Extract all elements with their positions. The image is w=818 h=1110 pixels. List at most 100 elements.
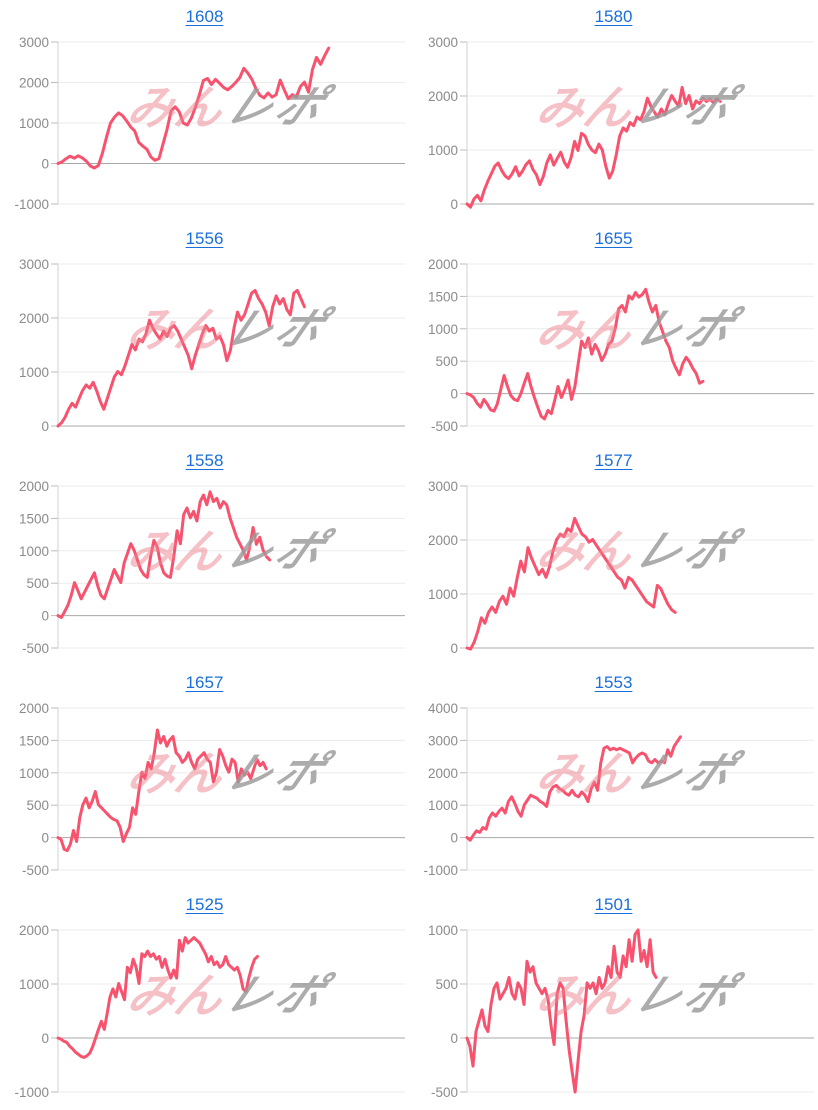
y-axis-tick-label: 500	[435, 354, 458, 369]
y-axis-tick-label: 2000	[19, 701, 49, 716]
chart-title-row: 1655	[409, 229, 818, 249]
slump-line	[465, 928, 658, 1094]
chart-cell: 1608 3000 2000 1000 0 -1000 みん レポ	[0, 0, 409, 222]
slump-chart: 3000 2000 1000 0	[428, 35, 814, 212]
chart-title-row: 1556	[0, 229, 409, 249]
y-axis-tick-label: 1000	[428, 322, 458, 337]
chart-title-row: 1608	[0, 7, 409, 27]
machine-number-link[interactable]: 1608	[185, 7, 224, 26]
chart-cell: 1577 3000 2000 1000 0 みん レポ	[409, 444, 818, 666]
y-axis-tick-label: 2000	[19, 311, 49, 326]
slump-line	[56, 936, 259, 1059]
machine-number-link[interactable]: 1525	[185, 895, 224, 914]
y-axis-tick-label: 2000	[19, 76, 49, 91]
chart-title-row: 1580	[409, 7, 818, 27]
y-axis-tick-label: 1000	[19, 766, 49, 781]
y-axis-tick-label: 0	[450, 387, 458, 402]
y-axis-tick-label: 0	[450, 197, 458, 212]
slump-chart: 3000 2000 1000 0	[19, 257, 405, 434]
y-axis-tick-label: 1000	[19, 365, 49, 380]
y-axis-tick-label: 0	[41, 1031, 49, 1046]
slump-chart: 2000 1500 1000 500 0 -500	[19, 701, 405, 878]
chart-cell: 1501 1000 500 0 -500 みん レポ	[409, 888, 818, 1110]
y-axis-tick-label: -500	[22, 863, 49, 878]
chart-title-row: 1657	[0, 673, 409, 693]
y-axis-tick-label: 1000	[19, 116, 49, 131]
y-axis-tick-label: 0	[450, 1031, 458, 1046]
chart-title-row: 1501	[409, 895, 818, 915]
y-axis-tick-label: 3000	[19, 257, 49, 272]
y-axis-tick-label: 0	[450, 831, 458, 846]
y-axis-tick-label: -500	[22, 641, 49, 656]
slump-line	[465, 287, 705, 421]
y-axis-tick-label: 0	[450, 641, 458, 656]
slump-line	[465, 735, 682, 842]
machine-number-link[interactable]: 1501	[594, 895, 633, 914]
y-axis-tick-label: 1000	[428, 923, 458, 938]
slump-chart: 2000 1500 1000 500 0 -500	[19, 479, 405, 656]
y-axis-tick-label: 1500	[19, 733, 49, 748]
slump-chart: 3000 2000 1000 0	[428, 479, 814, 656]
machine-number-link[interactable]: 1558	[185, 451, 224, 470]
y-axis-tick-label: 2000	[428, 89, 458, 104]
y-axis-tick-label: 2000	[428, 766, 458, 781]
y-axis-tick-label: -500	[431, 419, 458, 434]
y-axis-tick-label: -1000	[423, 863, 458, 878]
chart-title-row: 1525	[0, 895, 409, 915]
y-axis-tick-label: 1000	[19, 977, 49, 992]
y-axis-tick-label: -1000	[14, 1085, 49, 1100]
machine-number-link[interactable]: 1553	[594, 673, 633, 692]
y-axis-tick-label: -1000	[14, 197, 49, 212]
slump-chart: 2000 1000 0 -1000	[14, 923, 405, 1100]
y-axis-tick-label: 3000	[428, 35, 458, 50]
chart-title-row: 1577	[409, 451, 818, 471]
y-axis-tick-label: 0	[41, 157, 49, 172]
machine-number-link[interactable]: 1580	[594, 7, 633, 26]
chart-cell: 1657 2000 1500 1000 500 0 -500 みん レポ	[0, 666, 409, 888]
slump-chart: 1000 500 0 -500	[428, 923, 814, 1100]
chart-cell: 1580 3000 2000 1000 0 みん レポ	[409, 0, 818, 222]
y-axis-tick-label: 1500	[428, 289, 458, 304]
y-axis-tick-label: 500	[435, 977, 458, 992]
y-axis-tick-label: 1000	[428, 798, 458, 813]
slump-line	[56, 289, 306, 428]
y-axis-tick-label: 1000	[428, 587, 458, 602]
y-axis-tick-label: 0	[41, 419, 49, 434]
slump-line	[56, 728, 268, 853]
chart-title-row: 1553	[409, 673, 818, 693]
chart-title-row: 1558	[0, 451, 409, 471]
chart-cell: 1553 4000 3000 2000 1000 0 -1000 みん レポ	[409, 666, 818, 888]
slump-chart: 3000 2000 1000 0 -1000	[14, 35, 405, 212]
y-axis-tick-label: 500	[26, 576, 49, 591]
y-axis-tick-label: 1500	[19, 511, 49, 526]
chart-cell: 1525 2000 1000 0 -1000 みん レポ	[0, 888, 409, 1110]
machine-number-link[interactable]: 1657	[185, 673, 224, 692]
machine-number-link[interactable]: 1577	[594, 451, 633, 470]
y-axis-tick-label: 500	[26, 798, 49, 813]
y-axis-tick-label: 1000	[428, 143, 458, 158]
slump-line	[465, 85, 722, 209]
y-axis-tick-label: 2000	[19, 923, 49, 938]
y-axis-tick-label: 3000	[428, 479, 458, 494]
y-axis-tick-label: 4000	[428, 701, 458, 716]
chart-cell: 1556 3000 2000 1000 0 みん レポ	[0, 222, 409, 444]
y-axis-tick-label: 2000	[19, 479, 49, 494]
y-axis-tick-label: 0	[41, 609, 49, 624]
y-axis-tick-label: 3000	[428, 733, 458, 748]
y-axis-tick-label: 1000	[19, 544, 49, 559]
y-axis-tick-label: 2000	[428, 257, 458, 272]
slump-chart: 2000 1500 1000 500 0 -500	[428, 257, 814, 434]
slump-line	[56, 490, 272, 619]
y-axis-tick-label: -500	[431, 1085, 458, 1100]
y-axis-tick-label: 0	[41, 831, 49, 846]
y-axis-tick-label: 3000	[19, 35, 49, 50]
machine-number-link[interactable]: 1655	[594, 229, 633, 248]
chart-cell: 1655 2000 1500 1000 500 0 -500 みん レポ	[409, 222, 818, 444]
machine-number-link[interactable]: 1556	[185, 229, 224, 248]
slump-line	[465, 516, 677, 651]
slump-line	[56, 46, 331, 170]
chart-cell: 1558 2000 1500 1000 500 0 -500 みん レポ	[0, 444, 409, 666]
y-axis-tick-label: 2000	[428, 533, 458, 548]
slump-chart: 4000 3000 2000 1000 0 -1000	[423, 701, 814, 878]
